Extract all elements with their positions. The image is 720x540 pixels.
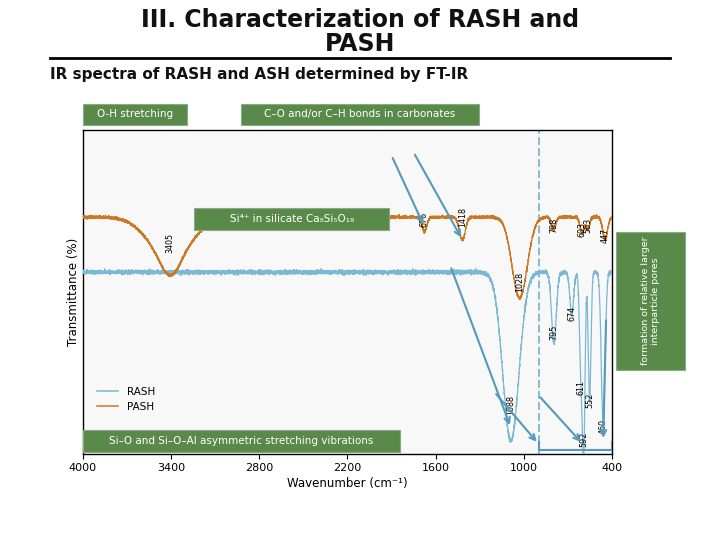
Text: 795: 795 (549, 325, 559, 340)
Text: 1028: 1028 (516, 272, 524, 292)
Y-axis label: Transmittance (%): Transmittance (%) (67, 238, 80, 346)
Text: 611: 611 (577, 380, 585, 395)
Text: 3405: 3405 (166, 233, 175, 253)
Text: O-H stretching: O-H stretching (97, 110, 173, 119)
Text: 798: 798 (549, 218, 558, 233)
Text: 1418: 1418 (458, 207, 467, 227)
Text: 603: 603 (577, 221, 587, 237)
Text: 1088: 1088 (506, 395, 516, 415)
X-axis label: Wavenumber (cm⁻¹): Wavenumber (cm⁻¹) (287, 477, 408, 490)
Text: Si–O and Si–O–Al asymmetric stretching vibrations: Si–O and Si–O–Al asymmetric stretching v… (109, 436, 374, 446)
Text: Si⁴⁺ in silicate Ca₈Si₅O₁₈: Si⁴⁺ in silicate Ca₈Si₅O₁₈ (230, 214, 354, 224)
Text: PASH: PASH (325, 32, 395, 56)
Text: III. Characterization of RASH and: III. Characterization of RASH and (141, 8, 579, 32)
Text: C–O and/or C–H bonds in carbonates: C–O and/or C–H bonds in carbonates (264, 110, 456, 119)
Text: formation of relative larger
interparticle pores: formation of relative larger interpartic… (641, 237, 660, 366)
Text: 447: 447 (600, 228, 610, 243)
Legend: RASH, PASH: RASH, PASH (94, 382, 159, 416)
Text: 676: 676 (420, 212, 429, 227)
Text: 460: 460 (599, 419, 608, 434)
Text: 552: 552 (585, 393, 594, 408)
Text: 592: 592 (580, 432, 588, 447)
Text: 563: 563 (583, 218, 593, 233)
Text: 674: 674 (567, 306, 576, 321)
Text: IR spectra of RASH and ASH determined by FT-IR: IR spectra of RASH and ASH determined by… (50, 68, 469, 83)
